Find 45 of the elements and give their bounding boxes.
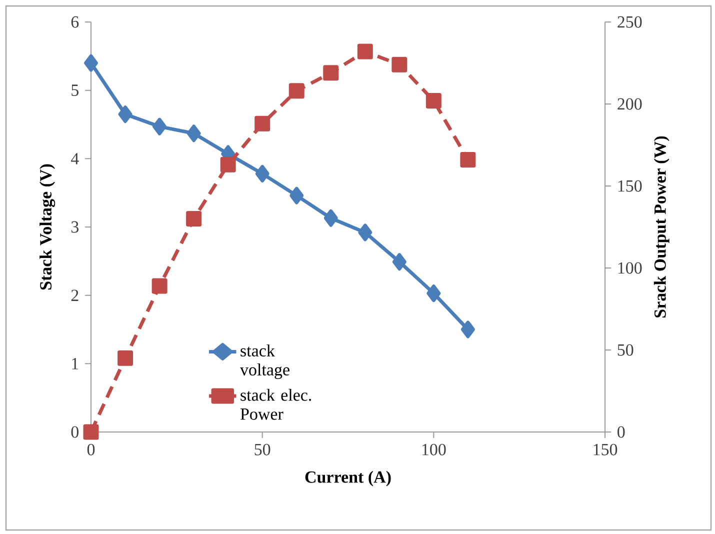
point [84,54,98,72]
point [118,350,134,366]
point [186,124,201,142]
y-tick-label: 1 [72,358,78,370]
y-tick-label: 4 [70,153,79,164]
point [357,44,373,60]
point [255,164,270,182]
y2-tick-label: 250 [618,16,642,28]
point [460,320,475,338]
y-axis-title: Stack Voltage (V) [40,164,56,290]
point [392,56,408,72]
point [152,118,167,136]
point [290,186,304,204]
point [152,278,168,294]
point [254,116,270,132]
point [288,83,304,99]
point [358,224,372,242]
x-tick-label: 0 [87,444,95,456]
point [323,65,339,81]
legend-label: stack elec. Power [240,388,312,420]
point [460,152,476,168]
point [186,211,202,227]
y-tick-label: 6 [71,16,79,28]
point [426,284,441,302]
point [324,209,338,227]
point [220,156,236,172]
x-axis-title: Current (A) [305,470,391,486]
y2-tick-label: 150 [618,180,642,192]
y2-tick-label: 200 [618,98,642,110]
point [426,92,442,108]
x-tick-label: 100 [422,444,446,456]
y-tick-label: 5 [72,84,78,96]
point [118,105,132,123]
y-tick-label: 0 [71,426,78,438]
y-tick-label: 3 [71,221,78,233]
x-tick-label: 50 [254,444,270,456]
point [392,253,406,271]
y2-tick-label: 100 [618,262,642,274]
x-tick-label: 150 [594,444,618,456]
legend-label: stack voltage [240,344,290,379]
point [83,424,99,440]
y2-tick-label: 0 [618,426,625,438]
y2-tick-label: 50 [618,344,634,356]
y-tick-label: 2 [71,290,78,301]
y2-axis-title: Srack Output Power (W) [654,136,670,318]
